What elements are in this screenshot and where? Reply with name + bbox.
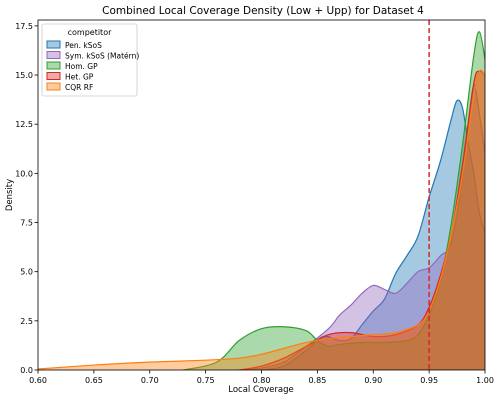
legend-label-pen-ksos: Pen. kSoS: [65, 41, 102, 50]
y-tick-label: 0.0: [20, 366, 33, 375]
legend-label-hom-gp: Hom. GP: [65, 62, 98, 71]
y-tick-label: 7.5: [20, 219, 33, 228]
x-tick-label: 0.75: [197, 376, 215, 385]
density-area-cqr-rf: [38, 70, 485, 370]
legend-label-het-gp: Het. GP: [65, 73, 94, 82]
legend-swatch-sym-ksos-mat-rn: [46, 51, 61, 59]
x-axis-label: Local Coverage: [228, 385, 293, 395]
legend-swatch-cqr-rf: [46, 82, 61, 91]
legend-swatch-hom-gp: [46, 61, 61, 70]
x-tick-label: 0.80: [253, 376, 271, 385]
legend-box: [41, 23, 138, 97]
chart-title: Combined Local Coverage Density (Low + U…: [102, 5, 424, 17]
x-tick-label: 0.90: [364, 376, 382, 385]
x-tick-label: 0.85: [308, 376, 326, 385]
y-tick-label: 5.0: [20, 268, 33, 277]
axes: 0.60 0.65 0.70 0.75 0.80 0.85 0.90 0.95 1.00 0.0 2…: [15, 19, 494, 385]
y-tick-label: 15.0: [15, 71, 33, 80]
legend-label-sym-ksos-mat-rn: Sym. kSoS (Matérn): [65, 52, 139, 61]
y-tick-label: 2.5: [20, 317, 33, 326]
y-tick-label: 10.0: [15, 169, 33, 178]
density-line-cqr-rf: [38, 69, 485, 370]
legend-label-cqr-rf: CQR RF: [65, 83, 93, 92]
density-area-hom-gp: [183, 31, 485, 370]
y-tick-label: 12.5: [15, 120, 33, 129]
x-tick-label: 0.70: [141, 376, 159, 385]
legend-swatch-pen-ksos: [46, 40, 61, 49]
density-line-hom-gp: [183, 31, 485, 370]
density-area-het-gp: [239, 70, 485, 370]
legend-title: competitor: [68, 28, 112, 37]
x-tick-label: 0.95: [420, 376, 438, 385]
legend: competitor Pen. kSoS Sym. kSoS (Matérn)Hom…: [41, 23, 139, 97]
legend-swatch-het-gp: [46, 72, 61, 80]
x-tick-label: 0.65: [85, 376, 103, 385]
plot-area: [38, 20, 485, 370]
y-axis-label: Density: [5, 179, 15, 211]
density-area-sym-ksos-mat-rn: [239, 84, 485, 370]
x-tick-label: 1.00: [476, 376, 494, 385]
density-line-het-gp: [239, 70, 485, 370]
x-tick-label: 0.60: [29, 376, 47, 385]
y-tick-label: 17.5: [15, 22, 33, 31]
